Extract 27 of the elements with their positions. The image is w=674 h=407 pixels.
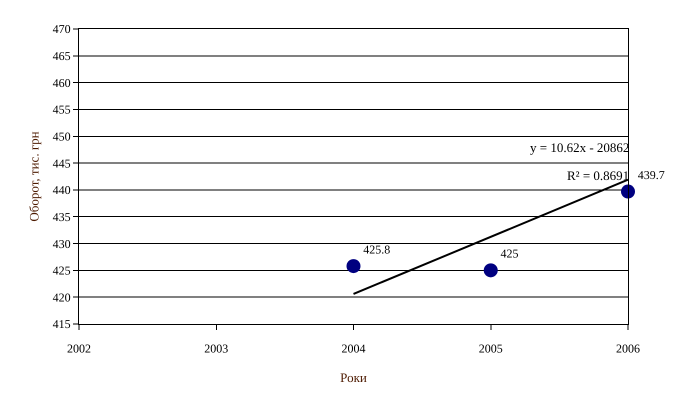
x-axis-title: Роки [340,370,367,385]
y-axis-title: Оборот, тис. грн [26,131,42,222]
y-tick-label: 470 [52,22,71,36]
y-tick-label: 450 [52,129,71,144]
annotation: R² = 0.8691 [567,168,630,183]
x-tick-label: 2006 [616,341,640,356]
y-tick-label: 445 [52,156,71,170]
data-label: 439.7 [638,168,665,182]
y-tick-label: 460 [52,76,71,90]
data-label: 425 [500,246,518,261]
x-tick-label: 2005 [478,341,503,356]
y-tick-label: 415 [52,317,71,332]
y-tick-label: 455 [52,102,71,117]
x-tick-label: 2003 [204,341,228,356]
y-tick-label: 440 [52,183,71,198]
annotation: y = 10.62x - 20862 [530,140,630,155]
x-tick-label: 2002 [67,341,91,356]
y-tick-label: 430 [52,236,71,251]
x-tick-label: 2004 [342,341,366,356]
point [346,259,360,274]
y-tick-label: 465 [52,49,71,64]
point [484,263,498,278]
point [621,184,635,199]
y-tick-label: 435 [52,210,71,224]
y-tick-label: 420 [52,290,71,304]
data-label: 425.8 [363,242,390,256]
y-tick-label: 425 [52,264,71,278]
